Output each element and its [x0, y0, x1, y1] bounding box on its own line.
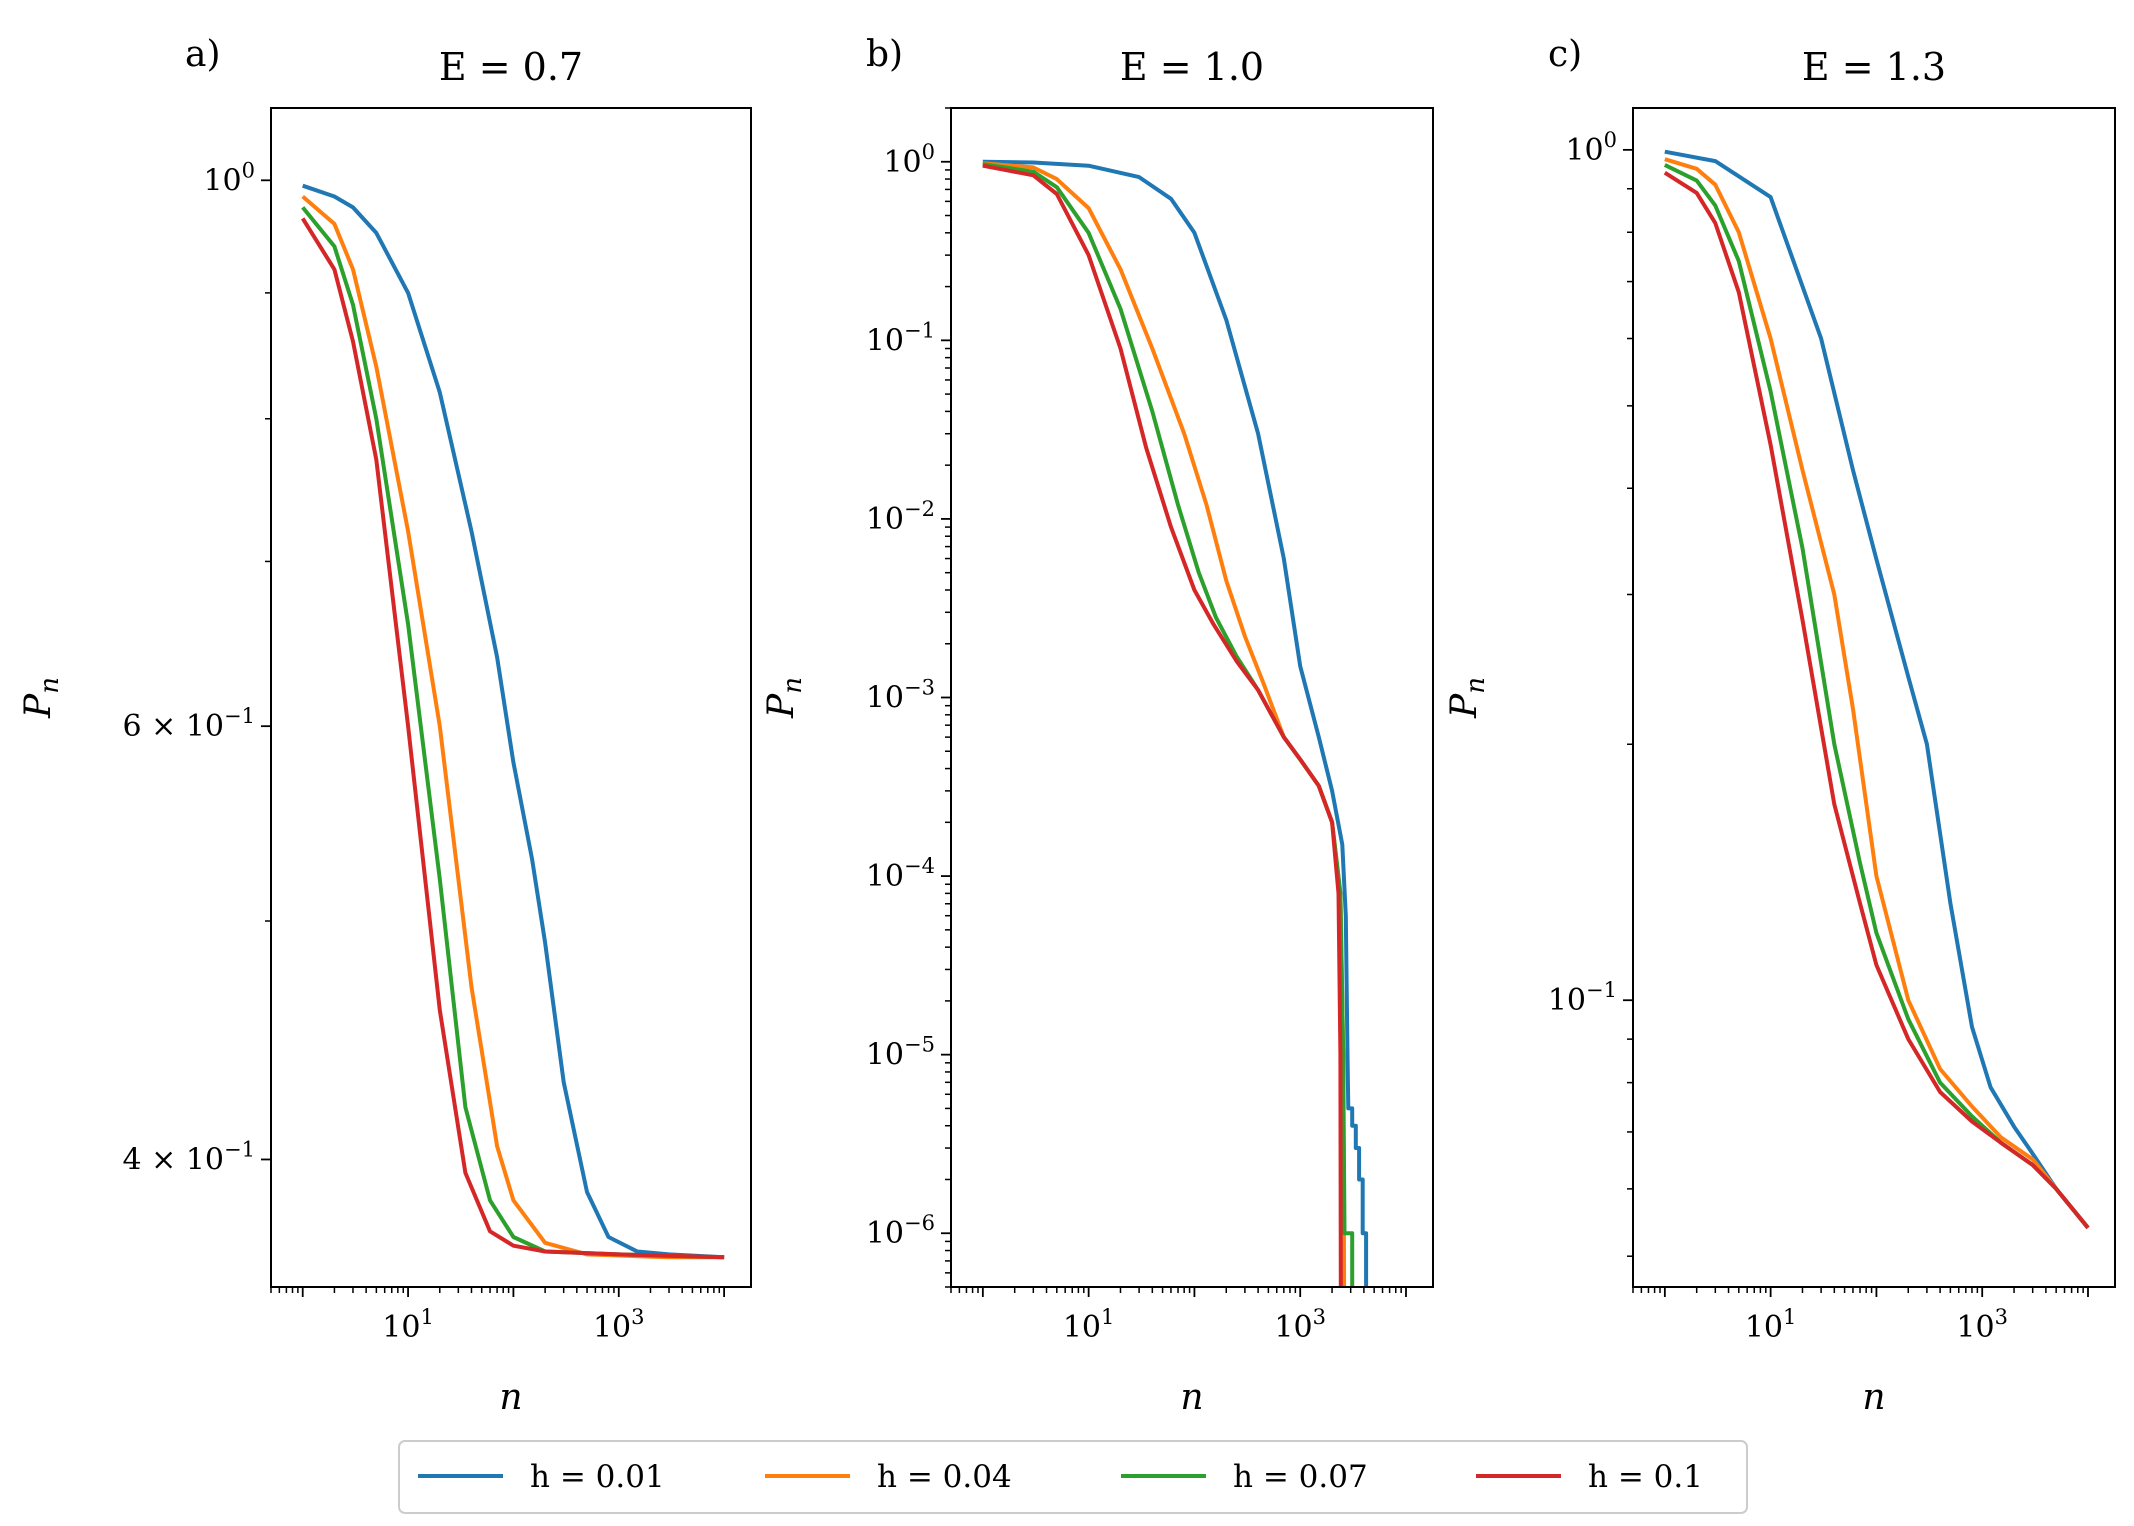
x-tick-label: 103: [1956, 1305, 2008, 1345]
axes-frame: [950, 107, 1434, 1288]
series-line-h0-01: [982, 159, 1369, 1287]
y-tick-label: 10−6: [866, 1211, 935, 1251]
y-axis-label: Pn: [1444, 677, 1491, 719]
panel-title: E = 0.7: [439, 45, 583, 89]
panel-1: 101 103 100 6 × 10−1 4 × 10−1 E = 0.7 a) n Pn: [18, 34, 752, 1418]
series-line-h0-07: [301, 206, 725, 1260]
series-line-h0-1: [982, 163, 1343, 1287]
series-line-h0-07: [982, 162, 1355, 1287]
y-tick-label: 10−2: [866, 497, 935, 537]
x-tick-label: 101: [382, 1305, 434, 1345]
x-axis-label: n: [1180, 1377, 1203, 1418]
series-line-h0-01: [1664, 149, 2090, 1230]
series-line-h0-01: [302, 183, 725, 1260]
y-tick-label: 6 × 10−1: [123, 704, 255, 744]
y-tick-label: 100: [203, 158, 255, 198]
panel-label: a): [185, 34, 221, 75]
series-line-h0-04: [301, 194, 725, 1260]
legend-label: h = 0.04: [877, 1459, 1012, 1495]
y-tick-label: 100: [1565, 128, 1617, 168]
series-line-h0-1: [301, 217, 725, 1260]
series-line-h0-07: [1663, 163, 2090, 1230]
y-tick-label: 4 × 10−1: [123, 1137, 255, 1177]
x-axis-label: n: [499, 1377, 522, 1418]
legend-label: h = 0.1: [1588, 1459, 1703, 1495]
panel-title: E = 1.0: [1120, 45, 1264, 89]
legend-label: h = 0.07: [1233, 1459, 1368, 1495]
x-tick-label: 101: [1745, 1305, 1797, 1345]
y-tick-label: 10−4: [866, 854, 935, 894]
x-tick-label: 103: [1274, 1305, 1326, 1345]
legend-box: [398, 1440, 1748, 1514]
y-tick-label: 10−5: [866, 1033, 935, 1073]
panel-2: 101 103 100 10−1 10−2 10−3 10−4 10−5 10−6 E = 1.0…: [761, 34, 1434, 1418]
panel-title: E = 1.3: [1802, 45, 1946, 89]
axes-frame: [270, 107, 752, 1288]
y-tick-label: 100: [883, 140, 935, 180]
y-tick-label: 10−3: [866, 676, 935, 716]
series-line-h0-1: [1663, 171, 2090, 1230]
axes-frame: [1632, 107, 2116, 1288]
y-tick-label: 10−1: [866, 318, 935, 358]
y-tick-label: 10−1: [1548, 978, 1617, 1018]
y-axis-label: Pn: [18, 677, 65, 719]
x-tick-label: 101: [1063, 1305, 1115, 1345]
legend-label: h = 0.01: [530, 1459, 665, 1495]
panel-3: 101 103 100 10−1 E = 1.3 c) n Pn: [1444, 34, 2116, 1418]
legend: h = 0.01 h = 0.04 h = 0.07 h = 0.1: [398, 1440, 1748, 1514]
y-axis-label: Pn: [761, 677, 808, 719]
x-axis-label: n: [1862, 1377, 1885, 1418]
x-tick-label: 103: [593, 1305, 645, 1345]
series-line-h0-04: [1664, 157, 2090, 1230]
series-line-h0-04: [982, 161, 1347, 1287]
panel-label: c): [1548, 34, 1582, 75]
panel-label: b): [866, 34, 903, 75]
